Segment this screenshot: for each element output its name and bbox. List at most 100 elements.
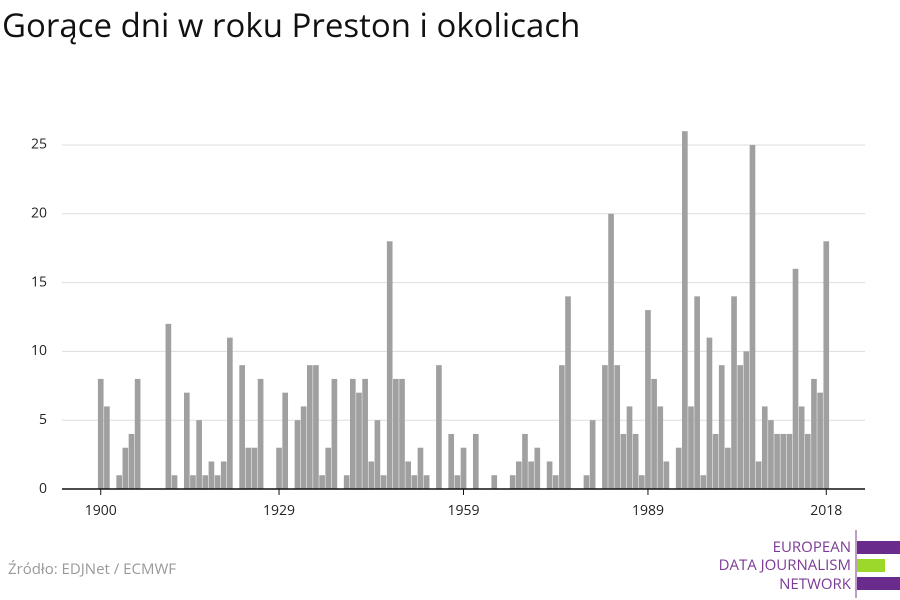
bar [122, 447, 129, 489]
bar [436, 365, 442, 489]
logo-bar [857, 559, 885, 572]
bar [196, 420, 202, 489]
bar [417, 447, 424, 489]
bar [749, 144, 756, 489]
logo-text: NETWORK [779, 574, 852, 594]
bar [306, 365, 313, 489]
bar [817, 392, 823, 489]
bar [313, 365, 319, 489]
bar [374, 420, 381, 489]
bar [257, 378, 264, 489]
bar [300, 406, 307, 489]
bar [472, 433, 479, 489]
bar [411, 475, 418, 489]
bar [183, 392, 190, 489]
logo-bar [857, 541, 900, 554]
bar [780, 433, 787, 489]
bar [276, 447, 282, 489]
x-tick-label: 1989 [632, 501, 664, 520]
y-tick-label: 20 [31, 204, 47, 223]
bar [134, 378, 141, 489]
bar [97, 378, 104, 489]
bar [774, 433, 780, 489]
bar [694, 296, 700, 489]
bar [343, 475, 350, 489]
bar [675, 447, 682, 489]
bar [638, 475, 645, 489]
bar [792, 268, 799, 489]
logo-bar [857, 577, 900, 590]
bar [509, 475, 516, 489]
bar [220, 461, 227, 489]
bar [645, 310, 651, 489]
bar [202, 475, 209, 489]
bar [700, 475, 707, 489]
bar [632, 433, 639, 489]
bar [214, 475, 221, 489]
bar [245, 447, 252, 489]
bar [718, 365, 725, 489]
y-tick-label: 10 [31, 341, 47, 360]
logo-text: DATA JOURNALISM [719, 555, 851, 575]
bar [663, 461, 670, 489]
bar [399, 378, 405, 489]
bar [768, 420, 774, 489]
bar [706, 337, 713, 489]
bar [282, 392, 289, 489]
bar [608, 213, 614, 489]
x-tick-label: 1959 [447, 501, 479, 520]
bar [522, 433, 528, 489]
bar [731, 296, 737, 489]
y-tick-label: 25 [31, 135, 47, 154]
bar [171, 475, 178, 489]
bar [190, 475, 196, 489]
bar [448, 433, 455, 489]
chart-title: Gorące dni w roku Preston i okolicach [2, 2, 580, 47]
bar [356, 392, 362, 489]
bar [460, 447, 467, 489]
bar [239, 365, 245, 489]
bar [620, 433, 627, 489]
bar [516, 461, 522, 489]
bar [386, 241, 393, 489]
bar [331, 378, 338, 489]
bar [565, 296, 571, 489]
bar [227, 337, 233, 489]
bar [405, 461, 411, 489]
bar [116, 475, 123, 489]
bar [682, 131, 688, 489]
y-tick-label: 5 [39, 410, 47, 429]
bar [454, 475, 461, 489]
bar [589, 420, 596, 489]
bar [294, 420, 301, 489]
bar [362, 378, 368, 489]
bar [393, 378, 399, 489]
bar [737, 365, 744, 489]
bar [325, 447, 332, 489]
y-tick-label: 0 [39, 479, 47, 498]
bar [128, 433, 135, 489]
bar [712, 433, 719, 489]
bar [559, 365, 565, 489]
bar [811, 378, 817, 489]
bar [657, 406, 664, 489]
x-tick-label: 1900 [85, 501, 117, 520]
bar [319, 475, 325, 489]
bar [208, 461, 215, 489]
bar [583, 475, 590, 489]
bar [786, 433, 793, 489]
bar [368, 461, 375, 489]
bar [761, 406, 768, 489]
bar [380, 475, 387, 489]
bar [528, 461, 534, 489]
source: Źródło: EDJNet / ECMWF [8, 559, 176, 579]
logo-text: EUROPEAN [773, 537, 851, 557]
bar [491, 475, 498, 489]
bar [104, 406, 110, 489]
y-tick-label: 15 [31, 272, 47, 291]
bar [804, 433, 811, 489]
bar [251, 447, 258, 489]
bar [614, 365, 621, 489]
bar [626, 406, 633, 489]
